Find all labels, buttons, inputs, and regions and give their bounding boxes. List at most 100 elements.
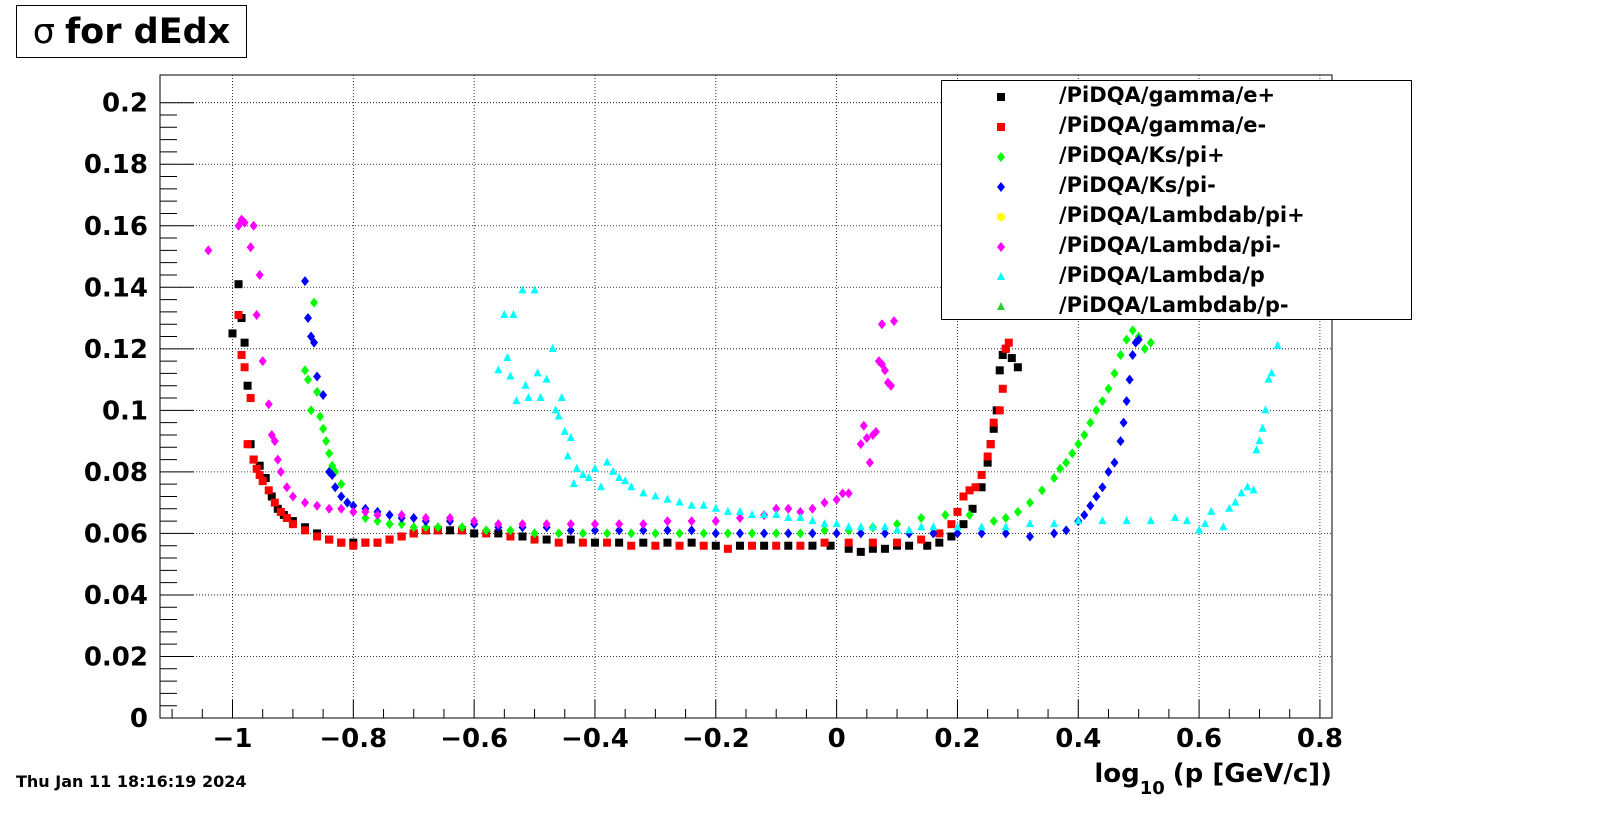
legend-marker xyxy=(997,213,1005,221)
y-tick-label: 0.1 xyxy=(102,396,148,426)
data-point xyxy=(258,356,267,367)
legend-entry: /PiDQA/gamma/e+ xyxy=(942,82,1411,112)
data-point xyxy=(977,470,986,479)
data-point xyxy=(337,479,346,490)
data-point xyxy=(1001,522,1010,531)
data-point xyxy=(1146,337,1155,348)
x-tick-label: −0.2 xyxy=(682,724,750,754)
data-point xyxy=(1013,363,1022,372)
data-point xyxy=(1001,344,1010,353)
data-point xyxy=(856,528,865,539)
legend-entry: /PiDQA/gamma/e- xyxy=(942,112,1411,142)
data-point xyxy=(1122,396,1131,407)
data-point xyxy=(270,498,279,507)
data-point xyxy=(307,405,316,416)
data-point xyxy=(844,538,853,547)
data-point xyxy=(1074,439,1083,450)
x-tick-label: −0.8 xyxy=(319,724,387,754)
data-point xyxy=(1134,334,1143,345)
data-point xyxy=(243,381,252,390)
data-point xyxy=(651,491,660,500)
data-point xyxy=(337,491,346,502)
legend-label: /PiDQA/gamma/e- xyxy=(1059,113,1267,137)
data-point xyxy=(917,522,926,531)
data-point xyxy=(349,541,358,550)
legend-marker xyxy=(997,272,1005,280)
legend-entry: /PiDQA/Ks/pi- xyxy=(942,172,1411,202)
data-point xyxy=(989,516,998,527)
data-point xyxy=(264,399,273,410)
data-point xyxy=(838,488,847,499)
data-point xyxy=(735,528,744,539)
data-point xyxy=(865,457,874,468)
data-point xyxy=(856,439,865,450)
data-point xyxy=(1195,525,1204,534)
data-point xyxy=(566,433,575,442)
data-point xyxy=(1183,516,1192,525)
data-point xyxy=(621,476,630,485)
data-point xyxy=(1110,368,1119,379)
data-point xyxy=(1170,513,1179,522)
data-point xyxy=(249,220,258,231)
data-point xyxy=(1098,516,1107,525)
data-point xyxy=(603,528,612,539)
data-point xyxy=(986,440,995,449)
data-point xyxy=(1122,334,1131,345)
data-point xyxy=(983,458,992,467)
data-point xyxy=(313,386,322,397)
data-point xyxy=(578,528,587,539)
data-point xyxy=(325,535,334,544)
data-point xyxy=(880,544,889,553)
data-point xyxy=(687,500,696,509)
legend-label: /PiDQA/Lambdab/p- xyxy=(1059,293,1289,317)
data-point xyxy=(856,547,865,556)
legend-label: /PiDQA/Ks/pi+ xyxy=(1059,143,1225,167)
data-point xyxy=(228,329,237,338)
legend-marker-shape xyxy=(997,302,1005,310)
data-point xyxy=(820,519,829,528)
data-point xyxy=(1249,485,1258,494)
data-point xyxy=(947,532,956,541)
data-point xyxy=(784,513,793,522)
data-point xyxy=(893,525,902,534)
legend-label: /PiDQA/Ks/pi- xyxy=(1059,173,1216,197)
data-point xyxy=(735,513,744,524)
data-point xyxy=(808,503,817,514)
data-point xyxy=(1062,525,1071,536)
data-point xyxy=(1207,506,1216,515)
data-point xyxy=(530,535,539,544)
data-point xyxy=(288,520,297,529)
y-tick-label: 0.06 xyxy=(84,519,148,549)
data-point xyxy=(929,522,938,531)
y-tick-label: 0.2 xyxy=(102,89,148,119)
data-point xyxy=(1086,500,1095,511)
data-point xyxy=(240,217,249,228)
data-point xyxy=(923,541,932,550)
axis-ticks xyxy=(160,102,1321,719)
data-point xyxy=(772,541,781,550)
y-tick-label: 0.08 xyxy=(84,458,148,488)
data-point xyxy=(723,528,732,539)
data-point xyxy=(1050,519,1059,528)
data-point xyxy=(796,541,805,550)
data-point xyxy=(500,309,509,318)
data-point xyxy=(796,506,805,517)
data-point xyxy=(1025,497,1034,508)
y-tick-label: 0.18 xyxy=(84,150,148,180)
data-point xyxy=(735,541,744,550)
data-point xyxy=(433,522,442,533)
data-point xyxy=(518,519,527,530)
data-point xyxy=(639,488,648,497)
data-point xyxy=(1086,417,1095,428)
data-point xyxy=(639,525,648,536)
data-point xyxy=(566,525,575,536)
data-point xyxy=(397,509,406,520)
data-point xyxy=(322,436,331,447)
data-point xyxy=(890,316,899,327)
y-tick-label: 0 xyxy=(130,704,148,734)
data-point xyxy=(597,482,606,491)
data-point xyxy=(542,374,551,383)
x-tick-label: 0 xyxy=(828,724,846,754)
data-point xyxy=(373,538,382,547)
data-point xyxy=(947,520,956,529)
